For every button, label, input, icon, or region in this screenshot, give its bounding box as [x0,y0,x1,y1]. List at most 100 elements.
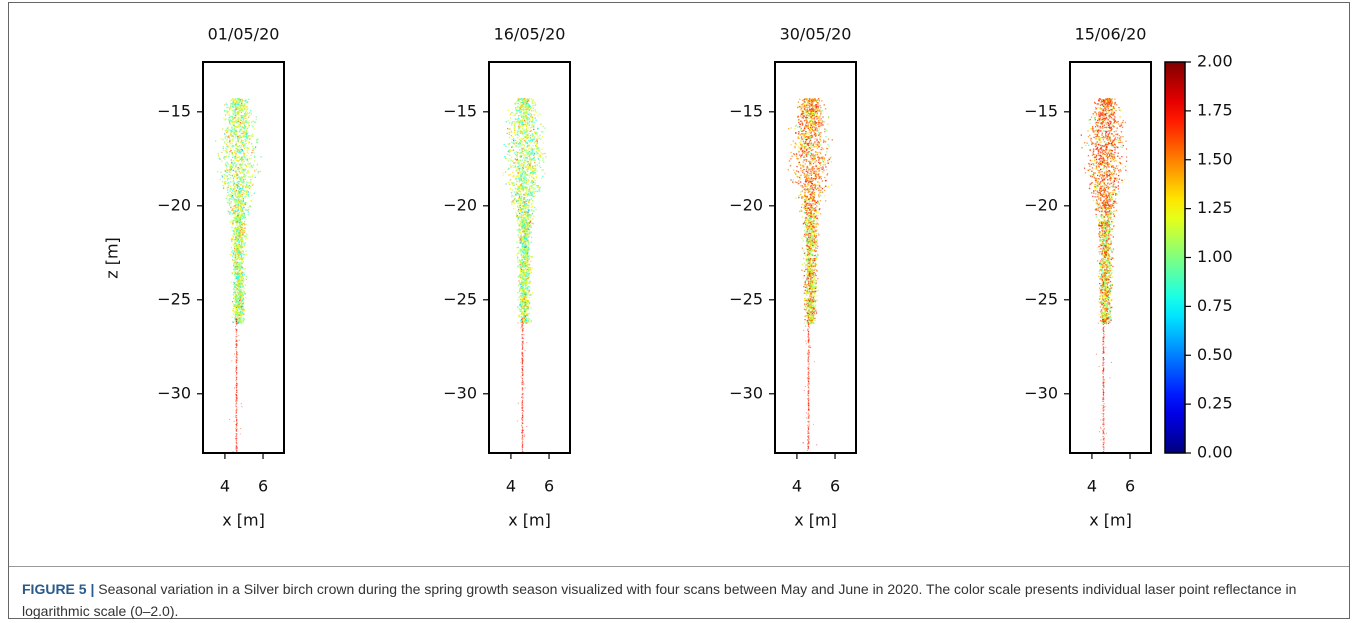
point [227,110,230,113]
point [239,316,241,319]
point [246,190,248,193]
point [234,250,236,252]
point [247,121,249,123]
point [246,189,248,191]
point [240,257,242,259]
point [518,230,520,233]
point [236,247,238,249]
point [527,221,529,223]
point [521,131,524,133]
point [523,226,525,229]
point [539,134,541,137]
point [523,269,525,271]
point [530,158,532,160]
point [519,261,521,263]
point [229,143,231,145]
point [519,103,521,105]
point [236,422,238,424]
point [238,188,240,190]
point [238,145,240,147]
point [227,118,230,121]
point [521,285,524,287]
point [527,287,529,290]
point [522,330,524,332]
point [242,186,244,188]
point [236,373,237,375]
point [531,169,533,171]
point [521,177,523,179]
point [516,141,518,143]
point [229,115,232,118]
point [235,130,237,132]
point [254,146,257,148]
point [234,266,236,268]
point [538,165,541,167]
point [523,274,525,276]
point [247,211,249,213]
point [234,353,235,355]
point [236,170,238,173]
point [529,187,531,189]
point [519,132,522,134]
point [517,130,519,132]
point [524,224,526,226]
point [533,184,535,186]
point [531,118,533,120]
point [527,278,530,280]
point [524,249,526,251]
point [233,230,235,232]
point [240,239,242,242]
point [527,105,529,108]
point [225,171,227,173]
point [528,109,530,111]
point [521,138,524,140]
point [524,303,526,305]
point [236,313,239,315]
point [246,114,248,116]
point [507,109,509,112]
point [522,343,524,345]
point [521,381,523,383]
point [237,225,239,227]
point [522,242,524,245]
point [519,316,521,318]
point [545,156,547,158]
point [520,137,522,140]
point [239,178,241,180]
point [517,110,519,112]
point [531,116,533,119]
point [535,173,537,175]
point [517,117,520,119]
point [232,249,234,252]
point [239,299,241,302]
point [237,248,240,250]
point [237,292,239,294]
point [528,231,531,234]
point [524,244,526,246]
point [233,117,235,119]
point [239,252,241,255]
point [236,408,238,410]
point [526,232,528,235]
point [518,205,521,207]
point [525,239,527,241]
point [537,186,540,188]
point [525,204,527,207]
point [520,240,522,242]
point [528,124,530,126]
point [518,231,521,233]
point [524,198,526,200]
point [521,246,523,248]
point [232,209,234,212]
point [522,226,525,229]
point [237,322,240,324]
point [219,178,221,181]
point [521,326,523,328]
point [241,273,243,276]
point [226,171,229,173]
point [233,296,235,299]
point [533,126,535,128]
point [234,259,236,261]
point [522,182,524,185]
point [241,253,244,255]
